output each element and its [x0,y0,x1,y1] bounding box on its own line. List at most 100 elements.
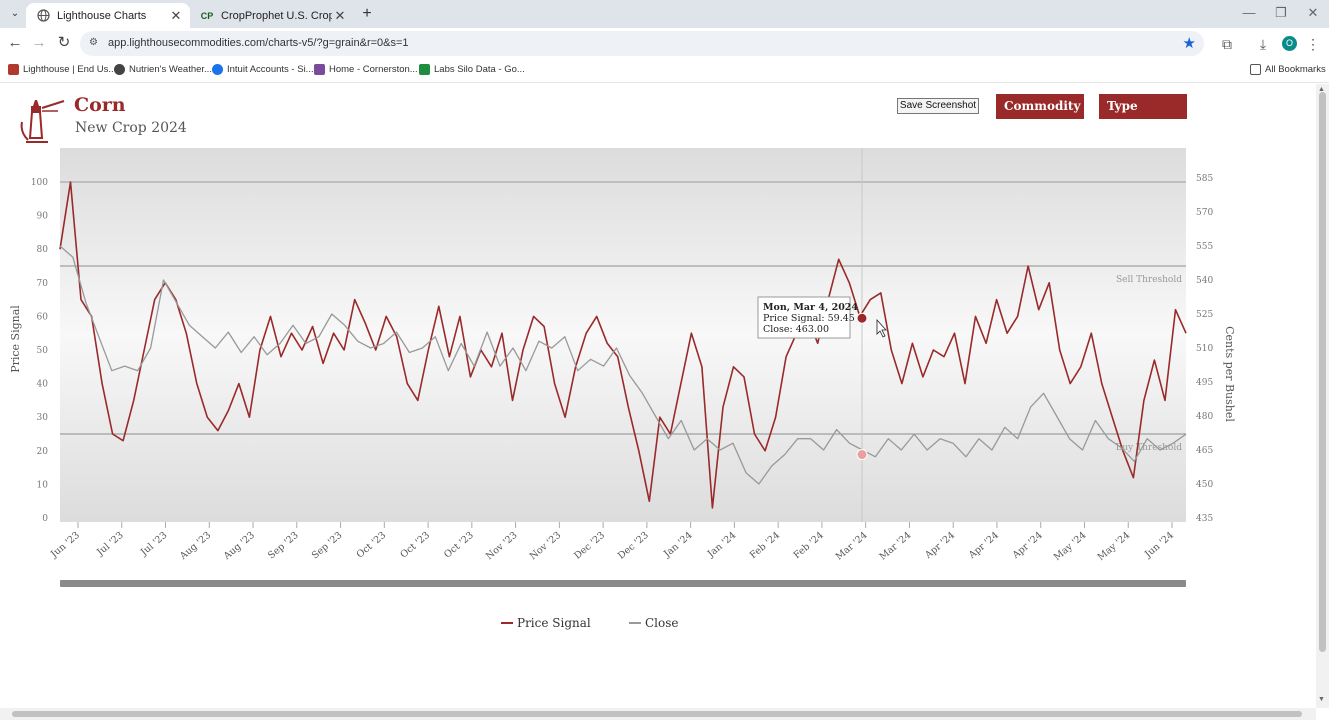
price-signal-chart[interactable]: Sell Threshold Buy Threshold 0 10 20 30 40 50 60… [0,144,1316,664]
vertical-scrollbar[interactable]: ▲ ▼ [1316,84,1329,708]
url-text: app.lighthousecommodities.com/charts-v5/… [108,37,409,49]
address-bar[interactable]: ⚙ app.lighthousecommodities.com/charts-v… [80,31,1204,56]
close-tab-icon[interactable]: ✕ [170,7,182,23]
tab-lighthouse-charts[interactable]: Lighthouse Charts ✕ [26,3,190,28]
scrollbar-thumb[interactable] [1319,92,1326,652]
bookmark-intuit[interactable]: Intuit Accounts - Si... [212,64,314,75]
bookmark-icon [314,64,325,75]
x-tick-label: Sep '23 [266,530,301,562]
browser-toolbar: ← → ↻ ⚙ app.lighthousecommodities.com/ch… [0,28,1329,59]
x-tick-label: Jan '24 [661,530,694,560]
y-tick-label: 20 [37,447,49,457]
profile-avatar[interactable]: O [1282,36,1297,51]
y2-tick-label: 450 [1196,480,1213,490]
legend-label: Price Signal [517,616,591,630]
x-tick-label: Oct '23 [442,530,476,561]
folder-icon [1250,64,1261,75]
x-tick-label: Nov '23 [484,530,520,562]
bookmark-icon [212,64,223,75]
y-tick-label: 90 [37,212,49,222]
legend-price-signal[interactable]: Price Signal [501,616,591,630]
site-settings-icon[interactable]: ⚙ [89,37,98,48]
cp-favicon-icon: CP [200,10,214,21]
y2-tick-label: 465 [1196,446,1213,456]
x-tick-label: Apr '24 [922,530,957,562]
y2-tick-label: 510 [1196,344,1213,354]
horizontal-scrollbar[interactable] [0,708,1316,720]
x-tick-label: Dec '23 [572,530,607,562]
x-tick-label: Mar '24 [877,530,913,563]
close-window-icon[interactable]: ✕ [1307,5,1319,20]
tooltip-line: Mon, Mar 4, 2024 [763,302,858,313]
minimize-icon[interactable]: — [1242,5,1256,20]
threshold-label: Buy Threshold [1116,443,1182,453]
bookmark-icon [114,64,125,75]
close-tab-icon[interactable]: ✕ [334,7,346,23]
bookmark-lighthouse[interactable]: Lighthouse | End Us... [8,64,116,75]
y-tick-label: 10 [37,480,49,490]
mouse-cursor-icon [876,318,887,338]
bookmark-cornerstone[interactable]: Home - Cornerston... [314,64,418,75]
all-bookmarks[interactable]: All Bookmarks [1250,64,1326,75]
tab-search-chevron-icon[interactable]: ⌄ [10,8,20,19]
plot-background [60,148,1186,522]
legend-label: Close [645,616,679,630]
page-subtitle: New Crop 2024 [75,120,187,136]
y2-tick-label: 480 [1196,412,1213,422]
type-button[interactable]: Type [1099,94,1187,119]
restore-icon[interactable]: ❐ [1275,5,1287,20]
y-tick-label: 70 [37,279,49,289]
y2-axis-title: Cents per Bushel [1223,326,1236,422]
bookmark-nutrien[interactable]: Nutrien's Weather... [114,64,212,75]
scroll-up-icon[interactable]: ▲ [1318,86,1325,93]
extensions-icon[interactable]: ⧉ [1222,36,1232,52]
reload-icon[interactable]: ↻ [57,34,71,51]
x-tick-label: Jul '23 [94,530,125,559]
x-tick-label: Oct '23 [355,530,389,561]
tab-cropprophet[interactable]: CP CropProphet U.S. Crop Impact ✕ [190,3,354,28]
close-line [59,245,1187,485]
back-arrow-icon[interactable]: ← [7,34,23,51]
x-tick-label: Feb '24 [748,530,782,561]
y2-tick-label: 585 [1196,174,1213,184]
x-tick-label: Feb '24 [792,530,826,561]
y-tick-label: 0 [42,514,48,524]
price-signal-line [59,181,1187,509]
x-tick-label: Apr '24 [966,530,1001,562]
y2-tick-label: 435 [1196,514,1213,524]
bookmark-label: Intuit Accounts - Si... [227,64,314,75]
y-tick-label: 30 [37,413,49,423]
legend-swatch [501,622,513,624]
y2-tick-label: 525 [1196,310,1213,320]
bookmarks-bar: Lighthouse | End Us... Nutrien's Weather… [0,59,1329,83]
globe-icon [36,9,50,23]
bookmark-label: Labs Silo Data - Go... [434,64,525,75]
y-tick-label: 60 [37,312,49,322]
tab-label: CropProphet U.S. Crop Impact [221,9,332,22]
page-title: Corn [74,94,126,116]
x-tick-label: Jan '24 [705,530,738,560]
x-tick-label: Dec '23 [616,530,651,562]
threshold-label: Sell Threshold [1116,275,1182,285]
new-tab-plus-icon[interactable]: + [362,5,372,22]
scroll-down-icon[interactable]: ▼ [1318,696,1325,703]
range-navigator-bar [60,580,1186,587]
bookmark-star-icon[interactable]: ★ [1182,35,1196,52]
x-tick-label: Oct '23 [398,530,432,561]
bookmark-labs-silo[interactable]: Labs Silo Data - Go... [419,64,525,75]
save-screenshot-button[interactable]: Save Screenshot [897,98,979,114]
bookmark-label: All Bookmarks [1265,64,1326,75]
more-menu-icon[interactable]: ⋮ [1306,36,1320,52]
x-tick-label: Mar '24 [834,530,870,563]
download-icon[interactable]: ⤓ [1259,36,1267,52]
commodity-button[interactable]: Commodity [996,94,1084,119]
y-tick-label: 50 [37,346,49,356]
y-axis-title: Price Signal [9,305,22,373]
price-signal-marker [856,312,868,324]
y2-tick-label: 555 [1196,242,1213,252]
scrollbar-thumb[interactable] [12,711,1302,717]
y2-tick-label: 495 [1196,378,1213,388]
forward-arrow-icon[interactable]: → [31,34,47,51]
legend-close[interactable]: Close [629,616,679,630]
x-tick-label: Jun '23 [48,530,82,561]
